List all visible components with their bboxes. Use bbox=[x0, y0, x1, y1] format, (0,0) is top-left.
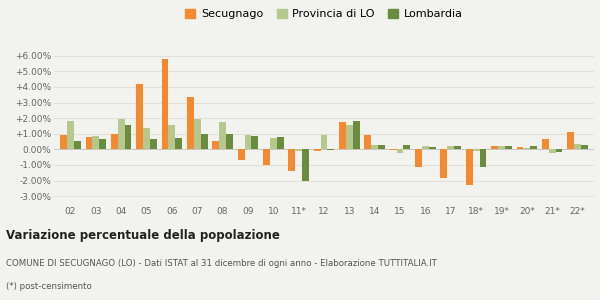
Bar bbox=[378, 146, 385, 149]
Bar bbox=[505, 146, 512, 149]
Bar bbox=[226, 134, 233, 149]
Bar bbox=[491, 146, 498, 149]
Bar bbox=[397, 149, 403, 152]
Bar bbox=[270, 138, 277, 149]
Bar bbox=[111, 134, 118, 149]
Bar bbox=[194, 119, 200, 149]
Bar bbox=[466, 149, 473, 185]
Bar bbox=[567, 132, 574, 149]
Bar bbox=[200, 134, 208, 149]
Bar bbox=[169, 125, 175, 149]
Bar bbox=[523, 148, 530, 149]
Bar bbox=[581, 145, 588, 149]
Bar bbox=[339, 122, 346, 149]
Text: (*) post-censimento: (*) post-censimento bbox=[6, 282, 92, 291]
Bar bbox=[125, 125, 131, 149]
Bar bbox=[371, 145, 378, 149]
Bar bbox=[302, 149, 309, 182]
Text: Variazione percentuale della popolazione: Variazione percentuale della popolazione bbox=[6, 229, 280, 242]
Bar bbox=[212, 141, 219, 149]
Bar bbox=[517, 147, 523, 149]
Bar bbox=[364, 135, 371, 149]
Bar bbox=[245, 135, 251, 149]
Bar bbox=[251, 136, 258, 149]
Bar bbox=[314, 149, 320, 151]
Bar bbox=[448, 146, 454, 149]
Bar bbox=[574, 144, 581, 149]
Bar bbox=[473, 149, 479, 151]
Bar bbox=[320, 135, 328, 149]
Bar bbox=[277, 137, 284, 149]
Bar bbox=[353, 121, 359, 149]
Bar bbox=[60, 135, 67, 149]
Bar bbox=[440, 149, 448, 178]
Bar bbox=[422, 146, 429, 149]
Bar bbox=[498, 146, 505, 149]
Bar bbox=[74, 141, 81, 149]
Bar bbox=[454, 146, 461, 149]
Bar bbox=[542, 139, 549, 149]
Bar bbox=[118, 119, 125, 149]
Bar bbox=[67, 121, 74, 149]
Bar bbox=[150, 139, 157, 149]
Text: COMUNE DI SECUGNAGO (LO) - Dati ISTAT al 31 dicembre di ogni anno - Elaborazione: COMUNE DI SECUGNAGO (LO) - Dati ISTAT al… bbox=[6, 259, 437, 268]
Bar bbox=[99, 139, 106, 149]
Bar bbox=[295, 149, 302, 151]
Bar bbox=[289, 149, 295, 171]
Bar bbox=[219, 122, 226, 149]
Bar bbox=[238, 149, 245, 160]
Bar bbox=[187, 97, 194, 149]
Legend: Secugnago, Provincia di LO, Lombardia: Secugnago, Provincia di LO, Lombardia bbox=[183, 7, 465, 22]
Bar bbox=[479, 149, 487, 167]
Bar bbox=[415, 149, 422, 167]
Bar bbox=[136, 84, 143, 149]
Bar bbox=[556, 149, 562, 152]
Bar bbox=[530, 146, 537, 149]
Bar bbox=[328, 149, 334, 150]
Bar bbox=[429, 147, 436, 149]
Bar bbox=[549, 149, 556, 153]
Bar bbox=[161, 59, 169, 149]
Bar bbox=[92, 136, 99, 149]
Bar bbox=[86, 137, 92, 149]
Bar bbox=[143, 128, 150, 149]
Bar bbox=[175, 139, 182, 149]
Bar bbox=[263, 149, 270, 165]
Bar bbox=[390, 149, 397, 150]
Bar bbox=[403, 146, 410, 149]
Bar bbox=[346, 125, 353, 149]
